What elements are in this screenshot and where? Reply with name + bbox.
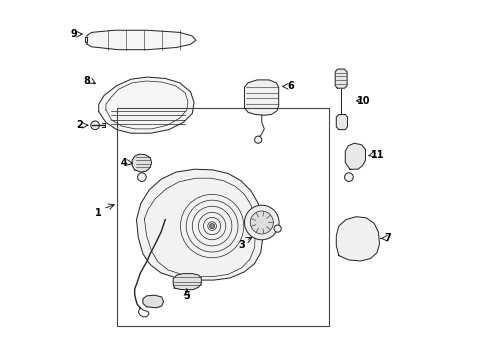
Polygon shape <box>244 80 278 115</box>
Text: 7: 7 <box>384 233 390 243</box>
Polygon shape <box>336 114 347 130</box>
Text: 1: 1 <box>95 208 102 218</box>
Polygon shape <box>87 30 196 50</box>
Text: 10: 10 <box>356 96 369 106</box>
Polygon shape <box>336 217 379 261</box>
Text: 5: 5 <box>183 291 190 301</box>
Text: 4: 4 <box>120 158 127 168</box>
Text: 8: 8 <box>83 76 90 86</box>
Polygon shape <box>136 169 262 280</box>
Circle shape <box>344 173 352 181</box>
Circle shape <box>137 173 146 181</box>
Circle shape <box>250 211 273 234</box>
Polygon shape <box>132 154 151 172</box>
Polygon shape <box>173 274 201 290</box>
Text: 2: 2 <box>76 120 83 130</box>
Text: 9: 9 <box>70 29 77 39</box>
Circle shape <box>209 224 214 229</box>
Text: 6: 6 <box>286 81 293 91</box>
Polygon shape <box>345 143 365 169</box>
Circle shape <box>244 205 279 240</box>
Polygon shape <box>85 37 87 42</box>
Circle shape <box>273 225 281 232</box>
Circle shape <box>254 136 261 143</box>
Polygon shape <box>142 295 163 308</box>
Polygon shape <box>99 77 194 133</box>
Text: 11: 11 <box>370 150 384 160</box>
Circle shape <box>91 121 99 130</box>
Text: 3: 3 <box>238 240 244 250</box>
Bar <box>117 108 328 326</box>
Polygon shape <box>335 69 346 88</box>
